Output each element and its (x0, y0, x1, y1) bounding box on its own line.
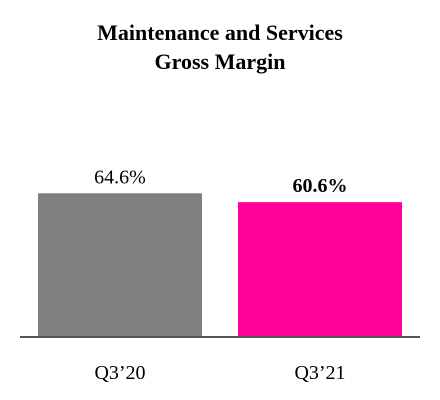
category-label-1: Q3’20 (94, 362, 145, 384)
value-label-2: 60.6% (293, 175, 348, 197)
category-label-2: Q3’21 (294, 362, 345, 384)
chart-title: Maintenance and Services Gross Margin (0, 18, 440, 76)
bar-2 (238, 202, 402, 337)
chart-title-line-2: Gross Margin (154, 49, 286, 74)
chart-title-line-1: Maintenance and Services (97, 20, 343, 45)
bar-1 (38, 193, 202, 337)
value-label-1: 64.6% (94, 166, 146, 188)
